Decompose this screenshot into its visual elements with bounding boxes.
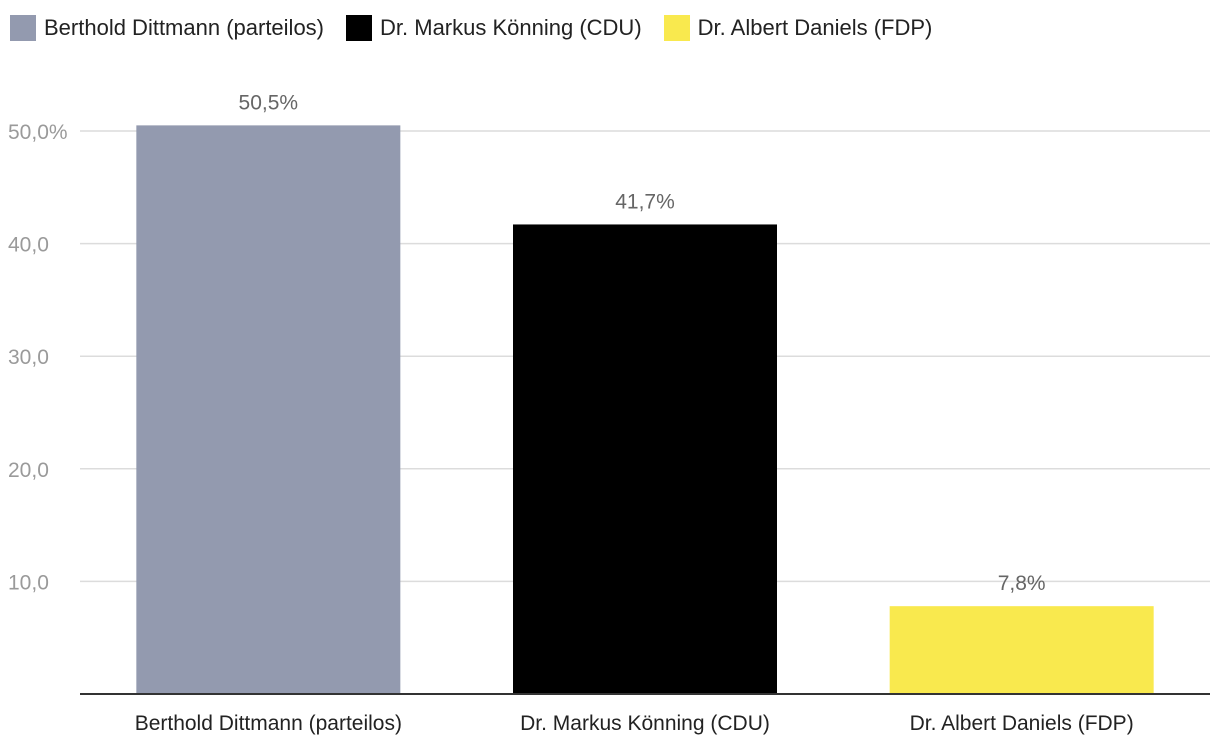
legend-label-koenning: Dr. Markus Könning (CDU) xyxy=(380,15,642,40)
x-tick-label: Dr. Markus Könning (CDU) xyxy=(520,712,770,735)
y-tick-label: 40,0 xyxy=(8,234,49,257)
bar-3[interactable] xyxy=(889,606,1154,694)
legend-swatch-koenning xyxy=(346,15,373,41)
legend: Berthold Dittmann (parteilos) Dr. Markus… xyxy=(10,13,954,43)
legend-swatch-dittmann xyxy=(10,15,36,41)
y-tick-label: 20,0 xyxy=(8,459,49,482)
bar-2[interactable] xyxy=(513,224,777,694)
legend-item-koenning[interactable]: Dr. Markus Könning (CDU) xyxy=(346,15,642,41)
y-tick-label: 30,0 xyxy=(8,346,49,369)
y-tick-label: 10,0 xyxy=(8,571,49,594)
legend-label-dittmann: Berthold Dittmann (parteilos) xyxy=(44,15,325,40)
legend-swatch-daniels xyxy=(663,15,690,41)
legend-label-daniels: Dr. Albert Daniels (FDP) xyxy=(697,15,933,40)
data-label: 50,5% xyxy=(239,91,299,114)
y-tick-label: 50,0% xyxy=(8,121,68,144)
x-tick-label: Berthold Dittmann (parteilos) xyxy=(135,712,402,735)
legend-item-daniels[interactable]: Dr. Albert Daniels (FDP) xyxy=(663,15,933,41)
bar-1[interactable] xyxy=(136,125,401,695)
data-label: 7,8% xyxy=(998,572,1046,595)
data-label: 41,7% xyxy=(615,190,675,213)
x-tick-label: Dr. Albert Daniels (FDP) xyxy=(910,712,1134,735)
legend-item-dittmann[interactable]: Berthold Dittmann (parteilos) xyxy=(10,15,324,41)
